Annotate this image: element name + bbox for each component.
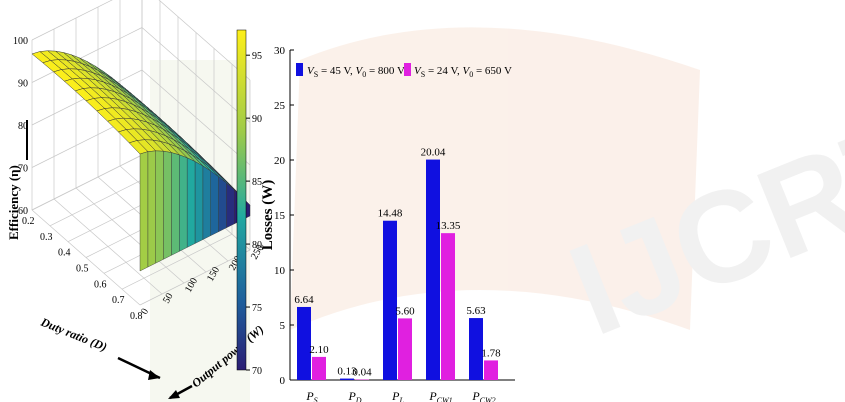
z-axis-ticks: 60 70 80 90 100 — [13, 36, 28, 217]
bar-2 — [441, 233, 455, 380]
bar-x-tick-label: PL — [391, 389, 404, 402]
bar-legend: VS = 45 V, V0 = 800 V VS = 24 V, V0 = 65… — [296, 63, 512, 79]
floor-grid-line — [139, 249, 251, 306]
bar-y-tick-label: 5 — [280, 320, 286, 332]
bar-2 — [312, 356, 326, 380]
x-tick-label: 0.6 — [94, 279, 107, 290]
colorbar-tick-label: 90 — [252, 114, 262, 125]
bar-data-label: 13.35 — [436, 220, 461, 232]
wall-grid-line — [31, 0, 113, 41]
bar-marks: 6.64 2.10 0.130.04 14.48 5.60 20.04 13.35 5.63 1… — [294, 147, 501, 380]
bar-1 — [340, 378, 354, 380]
surface-side-patch — [147, 150, 156, 268]
bar-x-tick-label: PD — [347, 389, 361, 402]
y-axis-arrowhead — [168, 390, 180, 399]
bar-x-tick-label: PCW2 — [471, 389, 495, 402]
bar-1 — [297, 306, 311, 380]
bar-y-tick-label: 0 — [280, 375, 286, 387]
surface-side-patch — [155, 150, 164, 264]
legend-entry-1: VS = 45 V, V0 = 800 V — [307, 65, 405, 79]
wall-grid-line — [31, 154, 143, 211]
z-tick-label: 90 — [18, 79, 28, 90]
bar-2 — [484, 360, 498, 380]
floor-grid-line — [121, 233, 233, 290]
surface-plot: 60 70 80 90 100 0.2 0.3 0.4 0.5 0.6 0.7 0.8 0 50 100… — [6, 0, 266, 400]
bar-data-label: 1.78 — [481, 347, 501, 359]
z-tick-label: 100 — [13, 36, 28, 47]
colorbar: 70 75 80 85 90 95 — [236, 29, 262, 377]
bar-y-tick-label: 10 — [274, 265, 286, 277]
bar-y-tick-label: 15 — [274, 210, 286, 222]
surface-side-patch — [139, 151, 149, 272]
surface-side-patch — [210, 170, 219, 236]
colorbar-ticks: 70 75 80 85 90 95 — [246, 51, 262, 377]
x-tick-label: 0.2 — [22, 216, 35, 227]
floor-grid-line — [31, 209, 141, 306]
colorbar-gradient — [236, 29, 247, 371]
surface-side-patch — [179, 154, 188, 252]
floor-grid-line — [75, 187, 185, 284]
bar-1 — [383, 220, 397, 380]
bar-x-tick-labels: PS PD PL PCW1 PCW2 — [305, 389, 495, 402]
surface-side-patch — [194, 161, 204, 244]
z-tick-label: 70 — [18, 164, 28, 175]
colorbar-tick-label: 70 — [252, 366, 262, 377]
legend-swatch-2 — [404, 63, 411, 76]
bar-x-tick-label: PS — [305, 389, 317, 402]
colorbar-tick-label: 80 — [252, 240, 262, 251]
surface-side-patch — [186, 157, 196, 248]
bar-data-label: 5.60 — [395, 305, 415, 317]
y-tick-label: 50 — [161, 291, 176, 305]
bar-1 — [469, 318, 483, 380]
y-tick-label: 0 — [139, 307, 151, 317]
bar-y-tick-label: 20 — [274, 155, 286, 167]
z-axis-label: Efficiency (η) — [6, 165, 21, 240]
bar-y-tick-label: 30 — [274, 45, 286, 57]
bar-data-label: 6.64 — [294, 294, 314, 306]
floor-grid-line — [53, 198, 163, 295]
surface-side-patch — [218, 176, 227, 233]
bar-2 — [398, 318, 412, 380]
bar-data-label: 0.13 — [337, 366, 357, 378]
surface-mesh — [31, 50, 251, 272]
surface-side-patch — [202, 165, 211, 240]
x-tick-label: 0.5 — [76, 264, 89, 275]
watermark: IJCRT — [150, 27, 845, 402]
x-axis-arrowhead — [148, 370, 160, 380]
legend-swatch-1 — [296, 63, 303, 76]
colorbar-tick-label: 75 — [252, 303, 262, 314]
bar-data-label: 5.63 — [466, 305, 486, 317]
z-tick-label: 60 — [18, 206, 28, 217]
x-tick-label: 0.4 — [58, 248, 71, 259]
x-axis-ticks: 0.2 0.3 0.4 0.5 0.6 0.7 0.8 — [22, 216, 143, 322]
x-tick-label: 0.7 — [112, 295, 125, 306]
surface-side-patch — [226, 182, 235, 229]
colorbar-tick-label: 85 — [252, 177, 262, 188]
wall-grid-line — [31, 27, 143, 83]
colorbar-tick-label: 95 — [252, 51, 262, 62]
bar-x-tick-label: PCW1 — [428, 389, 452, 402]
bar-data-label: 2.10 — [309, 344, 329, 356]
legend-entry-2: VS = 24 V, V0 = 650 V — [414, 65, 512, 79]
bar-y-axis-label: Losses (W) — [260, 180, 276, 250]
surface-side-patch — [163, 151, 172, 260]
bar-y-tick-label: 25 — [274, 100, 286, 112]
surface-side-patch — [171, 152, 180, 256]
bar-data-label: 0.04 — [352, 367, 372, 379]
x-tick-label: 0.8 — [130, 311, 143, 322]
bar-y-ticks: 0 5 10 15 20 25 30 — [274, 45, 294, 387]
x-axis-label: Duty ratio (D) — [38, 314, 109, 354]
bar-1 — [426, 159, 440, 380]
bar-data-label: 20.04 — [421, 147, 446, 159]
x-tick-label: 0.3 — [40, 232, 53, 243]
bar-chart: Losses (W) 0 5 10 15 20 25 30 6.64 2.10 0.130.04… — [260, 45, 515, 402]
bar-data-label: 14.48 — [378, 208, 403, 220]
z-tick-label: 80 — [18, 121, 28, 132]
